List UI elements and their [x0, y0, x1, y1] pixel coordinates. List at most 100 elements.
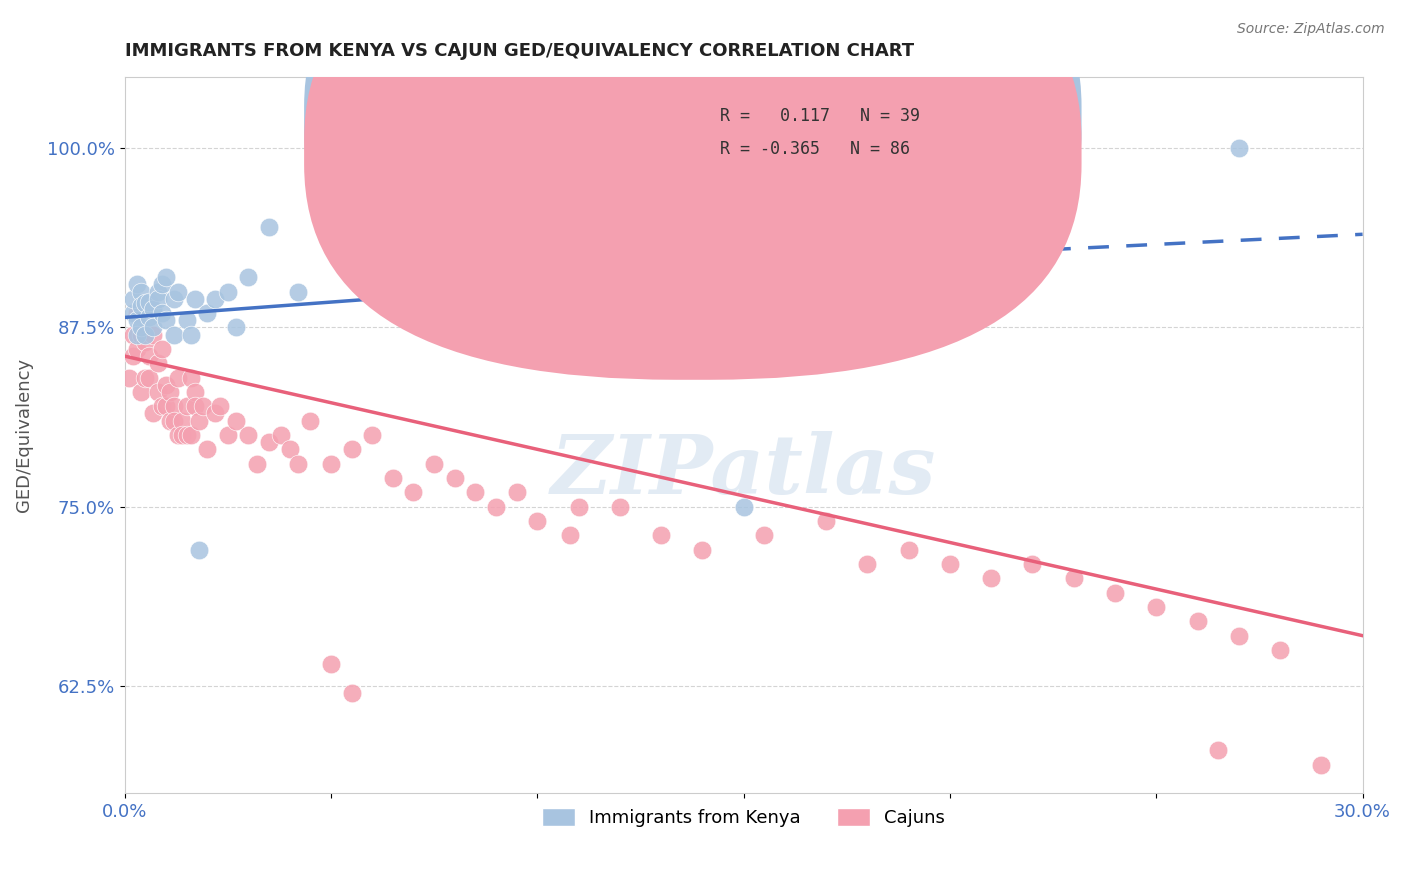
Point — [155, 399, 177, 413]
Point — [505, 485, 527, 500]
Point — [121, 292, 143, 306]
Point — [856, 557, 879, 571]
Point — [340, 686, 363, 700]
Y-axis label: GED/Equivalency: GED/Equivalency — [15, 358, 32, 512]
Point — [129, 384, 152, 399]
Point — [464, 485, 486, 500]
Point — [1310, 844, 1333, 858]
Point — [129, 327, 152, 342]
Point — [184, 399, 207, 413]
Point — [754, 528, 776, 542]
Point — [733, 500, 755, 514]
Point — [217, 428, 239, 442]
Point — [155, 313, 177, 327]
Point — [150, 399, 173, 413]
Point — [443, 471, 465, 485]
Text: R =   0.117   N = 39: R = 0.117 N = 39 — [720, 107, 920, 125]
Point — [1310, 757, 1333, 772]
Point — [319, 657, 342, 672]
Point — [225, 320, 247, 334]
Point — [118, 370, 141, 384]
Point — [187, 542, 209, 557]
Point — [195, 442, 218, 457]
Point — [150, 277, 173, 292]
Point — [138, 370, 160, 384]
Point — [121, 327, 143, 342]
Point — [172, 414, 194, 428]
Point — [142, 327, 165, 342]
Point — [287, 285, 309, 299]
Point — [142, 301, 165, 316]
Point — [155, 270, 177, 285]
Point — [217, 285, 239, 299]
Point — [692, 542, 714, 557]
Point — [125, 327, 148, 342]
Point — [146, 292, 169, 306]
Point — [567, 500, 589, 514]
Point — [340, 442, 363, 457]
Point — [1021, 557, 1043, 571]
Point — [138, 349, 160, 363]
Point — [180, 327, 202, 342]
Point — [159, 414, 181, 428]
Point — [225, 414, 247, 428]
Point — [180, 428, 202, 442]
Point — [238, 428, 260, 442]
Point — [150, 342, 173, 356]
Point — [155, 377, 177, 392]
Point — [939, 557, 962, 571]
Point — [138, 310, 160, 325]
Point — [129, 285, 152, 299]
Point — [146, 384, 169, 399]
Point — [172, 428, 194, 442]
Point — [815, 514, 838, 528]
Point — [134, 334, 156, 349]
Point — [361, 428, 384, 442]
Point — [1104, 585, 1126, 599]
Point — [287, 457, 309, 471]
Point — [1227, 629, 1250, 643]
Point — [180, 370, 202, 384]
Point — [146, 285, 169, 299]
Point — [1187, 615, 1209, 629]
Point — [650, 528, 672, 542]
FancyBboxPatch shape — [651, 87, 979, 184]
Point — [1001, 242, 1024, 256]
Point — [176, 313, 198, 327]
Point — [142, 320, 165, 334]
Point — [191, 399, 214, 413]
Point — [270, 428, 292, 442]
Point — [208, 399, 231, 413]
Point — [125, 342, 148, 356]
Point — [121, 306, 143, 320]
Point — [163, 327, 186, 342]
Point — [134, 370, 156, 384]
Point — [176, 399, 198, 413]
Point — [184, 384, 207, 399]
Point — [184, 292, 207, 306]
FancyBboxPatch shape — [304, 0, 1081, 380]
Text: Source: ZipAtlas.com: Source: ZipAtlas.com — [1237, 22, 1385, 37]
Point — [121, 349, 143, 363]
Point — [134, 327, 156, 342]
Point — [129, 320, 152, 334]
Point — [167, 370, 190, 384]
Legend: Immigrants from Kenya, Cajuns: Immigrants from Kenya, Cajuns — [536, 801, 952, 835]
Point — [125, 313, 148, 327]
Point — [299, 414, 322, 428]
Point — [1227, 141, 1250, 155]
Point — [125, 306, 148, 320]
Point — [167, 428, 190, 442]
Point — [1206, 743, 1229, 757]
Point — [319, 457, 342, 471]
Point — [257, 220, 280, 235]
Point — [361, 256, 384, 270]
Text: R = -0.365   N = 86: R = -0.365 N = 86 — [720, 140, 910, 158]
Point — [897, 542, 920, 557]
Point — [402, 485, 425, 500]
Point — [204, 292, 226, 306]
Point — [526, 514, 548, 528]
Point — [980, 571, 1002, 585]
Point — [146, 356, 169, 370]
Point — [1227, 800, 1250, 814]
